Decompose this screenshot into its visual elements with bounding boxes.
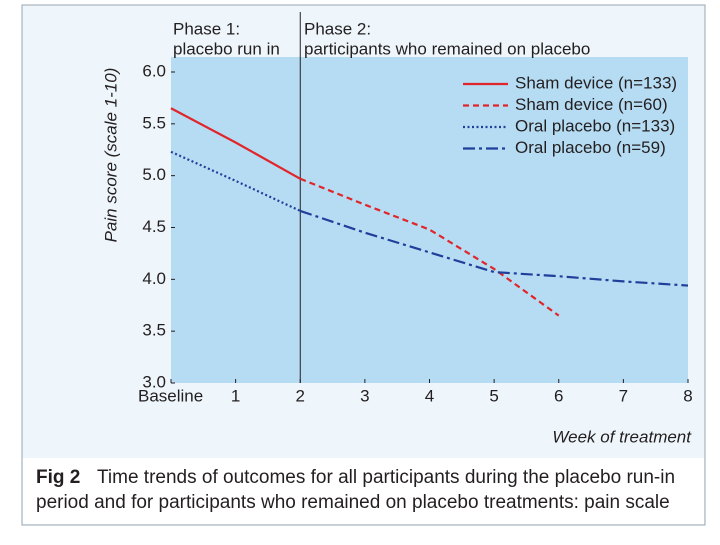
annotation: Phase 1: [173,19,240,38]
series-line [170,150,301,212]
x-tick-label: Baseline [138,386,203,405]
series-line [170,107,301,180]
x-tick-label: 4 [425,386,434,405]
y-tick-label: 3.5 [142,321,166,340]
caption-label: Fig 2 [36,467,80,488]
x-axis-label: Week of treatment [552,427,692,446]
y-tick-label: 5.0 [142,165,166,184]
caption-box [23,458,704,524]
x-tick-label: 7 [619,386,628,405]
legend-label: Sham device (n=133) [515,73,677,92]
x-tick-label: 1 [231,386,240,405]
y-tick-label: 3.0 [142,372,166,391]
annotation: participants who remained on placebo [304,39,590,58]
y-tick-label: 4.5 [142,217,166,236]
y-tick-label: 5.5 [142,113,166,132]
x-tick-label: 2 [296,386,305,405]
annotation: placebo run in [173,39,280,58]
plot-area [171,57,688,383]
y-axis-label: Pain score (scale 1-10) [101,68,120,243]
annotation: Phase 2: [304,19,371,38]
caption: Time trends of outcomes for all particip… [97,467,675,488]
series-line [299,177,560,317]
x-tick-label: 8 [683,386,692,405]
legend-label: Oral placebo (n=59) [515,138,666,157]
caption: period and for participants who remained… [36,492,670,513]
y-tick-label: 4.0 [142,269,166,288]
series-line [299,209,689,287]
x-tick-label: 6 [554,386,563,405]
x-tick-label: 3 [360,386,369,405]
legend-label: Sham device (n=60) [515,95,668,114]
y-tick-label: 6.0 [142,61,166,80]
legend-label: Oral placebo (n=133) [515,116,675,135]
x-tick-label: 5 [489,386,498,405]
